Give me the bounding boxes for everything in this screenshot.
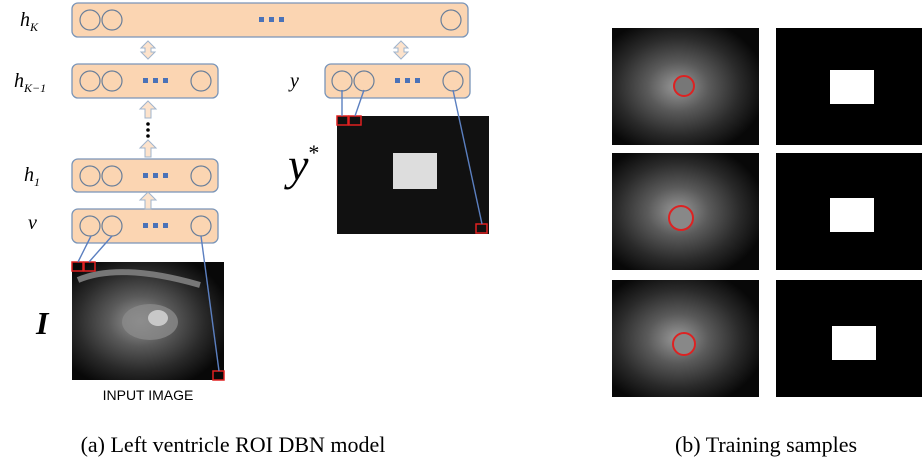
caption: (b) Training samples [675, 432, 857, 457]
layer [72, 209, 218, 243]
layer [72, 64, 218, 98]
target-image [337, 116, 489, 234]
layer [325, 64, 470, 98]
input-image [72, 262, 224, 380]
ellipsis [146, 122, 150, 138]
arrow [140, 101, 156, 118]
layer-label: hK−1 [14, 70, 46, 95]
input-caption: INPUT IMAGE [103, 387, 194, 403]
target-label: y* [284, 139, 319, 190]
layer [72, 159, 218, 192]
layer-label: y [288, 70, 299, 92]
arrow [141, 41, 155, 59]
caption: (a) Left ventricle ROI DBN model [81, 432, 386, 457]
layer [72, 3, 468, 37]
figure: hK hK−1 h1 v y y* I [0, 0, 924, 471]
arrow [140, 140, 156, 157]
sample-grid [612, 28, 922, 397]
layer-label: hK [20, 9, 39, 34]
layer-label: h1 [24, 164, 40, 189]
layer-label: v [28, 212, 37, 234]
arrow [394, 41, 408, 59]
arrow [140, 192, 156, 209]
input-symbol: I [35, 305, 50, 341]
